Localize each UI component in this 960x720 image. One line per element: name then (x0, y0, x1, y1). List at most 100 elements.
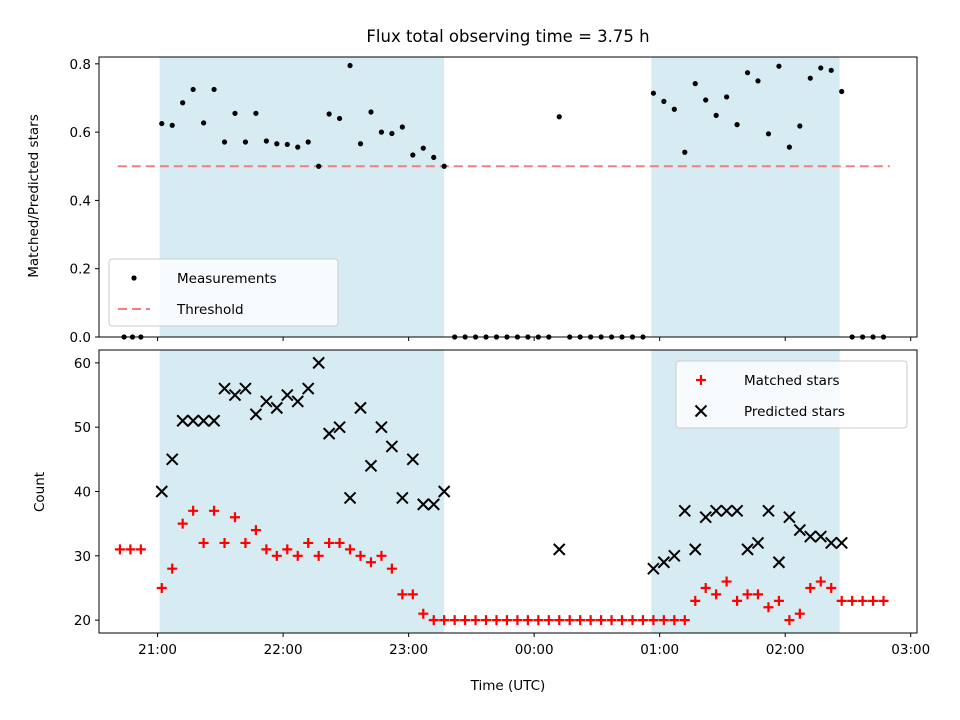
predicted-star-point (647, 562, 660, 575)
matched-star-point (355, 550, 366, 561)
matched-star-point (732, 595, 743, 606)
measurement-point (316, 163, 322, 169)
predicted-star-point (343, 491, 357, 505)
predicted-star-point (291, 395, 304, 408)
matched-star-point (742, 589, 753, 600)
matched-star-point (292, 550, 303, 561)
matched-star-point (428, 615, 439, 626)
matched-star-point (491, 615, 502, 626)
matched-star-point (763, 602, 774, 613)
y-tick-label: 40 (74, 485, 91, 501)
predicted-star-point (228, 388, 242, 402)
predicted-star-point (668, 549, 681, 563)
legend-marker (131, 275, 137, 281)
measurement-point (159, 120, 165, 127)
measurement-point (357, 141, 364, 147)
measurement-point (420, 145, 426, 151)
measurement-point (410, 152, 416, 158)
measurement-point (682, 149, 688, 155)
matched-star-point (648, 615, 659, 626)
predicted-star-point (678, 504, 691, 518)
predicted-star-point (385, 440, 399, 453)
predicted-star-point (793, 523, 807, 537)
measurement-point (734, 122, 740, 128)
matched-star-point (481, 615, 492, 626)
matched-star-point (219, 537, 230, 548)
predicted-star-point (207, 414, 221, 427)
legend-label: Matched stars (744, 373, 840, 389)
matched-star-point (209, 505, 220, 516)
matched-star-point (794, 608, 805, 619)
matched-star-point (167, 563, 178, 574)
measurement-point (305, 139, 311, 145)
axes-frame (98, 349, 918, 634)
y-tick-label: 60 (74, 356, 91, 372)
legend-marker (694, 404, 708, 418)
predicted-star-point (804, 530, 817, 543)
predicted-star-point (437, 485, 451, 498)
matched-star-point (585, 615, 596, 626)
measurement-point (786, 144, 792, 150)
legend-label: Predicted stars (744, 404, 845, 420)
y-tick-label: 0.4 (70, 193, 91, 209)
measurement-point (556, 114, 562, 120)
matched-star-point (282, 544, 293, 555)
predicted-star-point (322, 427, 336, 440)
predicted-star-point (354, 401, 367, 415)
matched-star-point (815, 576, 826, 587)
matched-star-point (564, 615, 575, 626)
matched-star-point (627, 615, 638, 626)
measurement-point (378, 129, 385, 135)
matched-star-point (250, 525, 261, 536)
matched-star-point (711, 589, 722, 600)
predicted-star-point (197, 414, 210, 427)
legend-box (108, 258, 339, 327)
predicted-star-point (312, 356, 325, 370)
predicted-star-point (814, 530, 827, 543)
matched-star-point (533, 615, 544, 626)
matched-star-point (596, 615, 607, 626)
predicted-star-point (218, 382, 231, 395)
matched-star-point (439, 615, 450, 626)
measurement-point (839, 88, 845, 95)
matched-star-point (522, 615, 533, 626)
predicted-star-point (239, 382, 252, 395)
matched-star-point (773, 595, 784, 606)
predicted-star-point (657, 556, 671, 569)
matched-star-point (198, 537, 209, 548)
measurement-point (211, 86, 217, 93)
top-panel: 0.0 0.2 0.4 0.6 0.8 Measurements Threshold (70, 56, 918, 346)
y-tick-label: 50 (74, 420, 91, 436)
predicted-star-point (553, 543, 566, 556)
measurement-point (389, 130, 395, 137)
predicted-star-point (427, 498, 440, 511)
matched-star-point (125, 544, 136, 555)
x-tick-label: 03:00 (891, 642, 930, 658)
predicted-star-point (155, 485, 168, 498)
x-tick-label: 01:00 (640, 642, 679, 658)
measurement-point (180, 100, 186, 106)
predicted-star-point (186, 414, 200, 427)
matched-star-point (229, 512, 240, 523)
matched-star-point (470, 615, 481, 626)
measurement-point (765, 131, 772, 137)
measurement-point (692, 81, 698, 87)
matched-star-point (847, 595, 858, 606)
matched-star-point (606, 615, 617, 626)
predicted-star-point (396, 491, 409, 505)
measurement-point (253, 110, 259, 116)
matched-star-point (679, 615, 690, 626)
predicted-star-point (333, 420, 346, 434)
matched-star-point (386, 563, 397, 574)
predicted-star-point (772, 556, 786, 569)
predicted-star-point (166, 453, 179, 466)
measurement-point (242, 139, 249, 145)
legend-label: Threshold (176, 302, 244, 318)
measurement-point (818, 65, 824, 71)
matched-star-point (501, 615, 512, 626)
matched-star-point (784, 615, 795, 626)
measurement-point (744, 70, 751, 76)
measurement-point (807, 75, 813, 81)
matched-star-point (271, 550, 282, 561)
predicted-star-point (281, 388, 294, 402)
